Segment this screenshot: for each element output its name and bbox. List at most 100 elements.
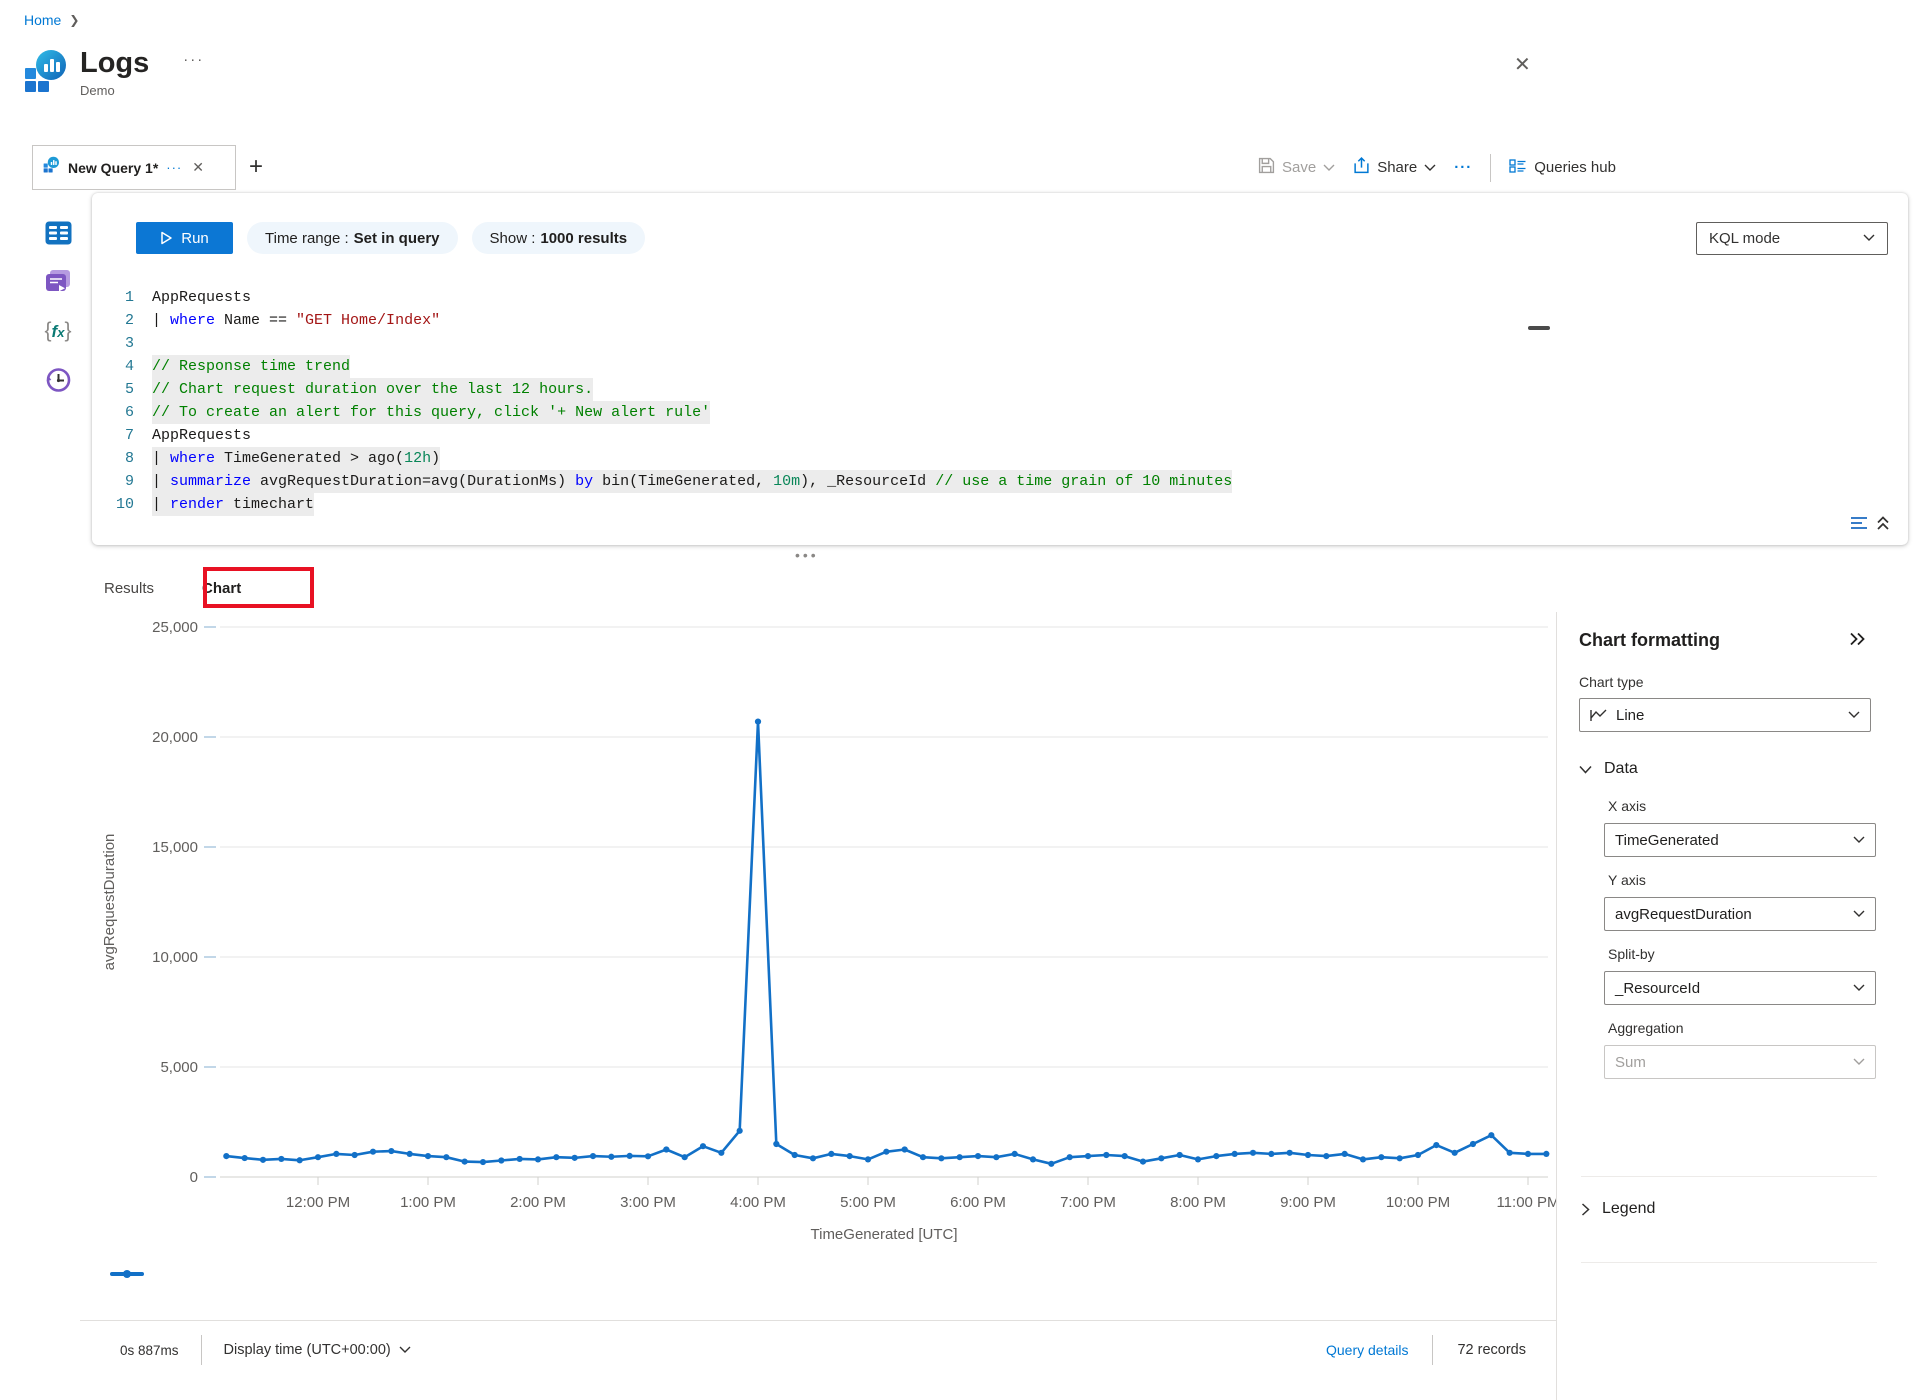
line-number: 8	[124, 450, 134, 467]
editor-fold-controls	[1850, 516, 1890, 535]
chart-type-dropdown[interactable]: Line	[1579, 698, 1871, 732]
run-button[interactable]: Run	[136, 222, 233, 254]
query-editor[interactable]: 1 AppRequests 2 | where Name == "GET Home/I…	[92, 286, 1900, 516]
show-results-picker[interactable]: Show : 1000 results	[471, 222, 646, 254]
footer-divider-2	[1432, 1335, 1434, 1365]
display-time-dropdown[interactable]: Display time (UTC+00:00)	[224, 1342, 411, 1358]
share-label: Share	[1377, 159, 1418, 176]
functions-icon[interactable]: {fx}	[44, 319, 72, 342]
new-tab-button[interactable]: +	[249, 153, 264, 180]
show-label: Show :	[489, 229, 536, 247]
panel-divider	[1581, 1176, 1877, 1177]
page-subtitle: Demo	[80, 82, 115, 98]
code-line[interactable]: 3	[92, 332, 1900, 355]
queries-hub-label: Queries hub	[1534, 159, 1616, 176]
format-lines-icon[interactable]	[1850, 516, 1868, 535]
time-range-value: Set in query	[353, 229, 440, 247]
code-line[interactable]: 9 | summarize avgRequestDuration=avg(Dura…	[92, 470, 1900, 493]
kql-mode-dropdown[interactable]: KQL mode	[1696, 221, 1888, 255]
y-axis-dropdown[interactable]: avgRequestDuration	[1604, 897, 1876, 931]
x-axis-dropdown[interactable]: TimeGenerated	[1604, 823, 1876, 857]
code-line[interactable]: 1 AppRequests	[92, 286, 1900, 309]
query-tab-close-icon[interactable]: ✕	[192, 159, 204, 175]
svg-text:4:00 PM: 4:00 PM	[730, 1194, 786, 1211]
queries-hub-button[interactable]: Queries hub	[1509, 158, 1616, 178]
svg-text:6:00 PM: 6:00 PM	[950, 1194, 1006, 1211]
svg-text:20,000: 20,000	[152, 729, 198, 746]
code-line[interactable]: 2 | where Name == "GET Home/Index"	[92, 309, 1900, 332]
svg-text:2:00 PM: 2:00 PM	[510, 1194, 566, 1211]
footer-bar: 0s 887ms Display time (UTC+00:00) Query …	[80, 1320, 1556, 1400]
svg-text:25,000: 25,000	[152, 619, 198, 636]
page-more-button[interactable]: ···	[183, 51, 205, 68]
editor-resize-handle[interactable]: •••	[795, 547, 819, 563]
query-editor-card: Run Time range : Set in query Show : 100…	[92, 193, 1908, 545]
breadcrumb-home-link[interactable]: Home	[24, 12, 62, 28]
footer-divider	[200, 1335, 202, 1365]
split-by-value: _ResourceId	[1615, 979, 1701, 997]
panel-collapse-icon[interactable]	[1849, 632, 1866, 651]
svg-text:5:00 PM: 5:00 PM	[840, 1194, 896, 1211]
kql-mode-label: KQL mode	[1709, 229, 1781, 247]
example-queries-icon[interactable]	[43, 267, 73, 297]
chart-section: 0 5,000 10,000 15,000 20,000 25,000 12:00 PM 1:…	[80, 612, 1560, 1320]
code-line[interactable]: 4// Response time trend	[92, 355, 1900, 378]
time-range-picker[interactable]: Time range : Set in query	[247, 222, 458, 254]
chart-type-value: Line	[1616, 706, 1645, 724]
page-header: Logs ··· Demo	[24, 47, 205, 101]
show-value: 1000 results	[540, 229, 628, 247]
svg-text:11:00 PM: 11:00 PM	[1496, 1194, 1556, 1211]
logs-app-icon	[24, 48, 68, 101]
code-line[interactable]: 6// To create an alert for this query, c…	[92, 401, 1900, 424]
legend-section-label: Legend	[1602, 1200, 1656, 1217]
x-axis-value: TimeGenerated	[1615, 831, 1719, 849]
split-by-dropdown[interactable]: _ResourceId	[1604, 971, 1876, 1005]
tab-new-query-1[interactable]: New Query 1* ··· ✕	[32, 145, 236, 190]
aggregation-value: Sum	[1615, 1053, 1646, 1071]
query-history-icon[interactable]	[43, 365, 73, 395]
share-icon	[1353, 157, 1370, 178]
legend-section-header[interactable]: Legend	[1581, 1200, 1655, 1218]
line-number: 7	[124, 427, 134, 444]
svg-text:7:00 PM: 7:00 PM	[1060, 1194, 1116, 1211]
line-number: 10	[115, 496, 134, 513]
queries-hub-icon	[1509, 158, 1527, 178]
code-line[interactable]: 5// Chart request duration over the last…	[92, 378, 1900, 401]
line-chart-icon	[1590, 709, 1607, 721]
collapse-editor-icon[interactable]	[1876, 516, 1890, 535]
breadcrumb: Home ❯	[24, 12, 79, 28]
legend-series-marker[interactable]	[110, 1270, 144, 1278]
data-section-header[interactable]: Data	[1579, 760, 1638, 778]
tables-icon[interactable]	[43, 218, 73, 248]
line-number: 9	[124, 473, 134, 490]
code-line[interactable]: 8 | where TimeGenerated > ago(12h)	[92, 447, 1900, 470]
query-tab-more-button[interactable]: ···	[166, 160, 183, 175]
save-button[interactable]: Save	[1258, 157, 1335, 178]
data-section-label: Data	[1604, 760, 1638, 777]
svg-text:1:00 PM: 1:00 PM	[400, 1194, 456, 1211]
x-axis-label: X axis	[1608, 798, 1647, 814]
tab-chart[interactable]: Chart	[202, 579, 242, 597]
share-button[interactable]: Share	[1353, 157, 1436, 178]
query-tab-label: New Query 1*	[68, 159, 159, 176]
code-line[interactable]: 7 AppRequests	[92, 424, 1900, 447]
actions-divider	[1490, 153, 1492, 182]
time-range-label: Time range :	[265, 229, 349, 247]
code-line[interactable]: 10 | render timechart	[92, 493, 1900, 516]
tab-row: New Query 1* ··· ✕ + Save Share ··· Quer…	[0, 145, 1920, 190]
more-commands-button[interactable]: ···	[1454, 159, 1473, 176]
svg-text:10:00 PM: 10:00 PM	[1386, 1194, 1450, 1211]
chart-formatting-panel: Chart formatting Chart type Line Data X …	[1556, 612, 1920, 1400]
query-tab-icon	[43, 156, 60, 179]
tab-results[interactable]: Results	[104, 579, 155, 597]
line-number: 6	[124, 404, 134, 421]
svg-text:0: 0	[190, 1169, 198, 1186]
close-blade-icon[interactable]: ✕	[1514, 54, 1531, 76]
query-details-link[interactable]: Query details	[1326, 1342, 1409, 1358]
page-title: Logs	[80, 47, 150, 79]
record-count: 72 records	[1457, 1342, 1526, 1358]
panel-divider-bottom	[1581, 1262, 1877, 1263]
svg-text:10,000: 10,000	[152, 949, 198, 966]
svg-text:3:00 PM: 3:00 PM	[620, 1194, 676, 1211]
save-icon	[1258, 157, 1275, 178]
